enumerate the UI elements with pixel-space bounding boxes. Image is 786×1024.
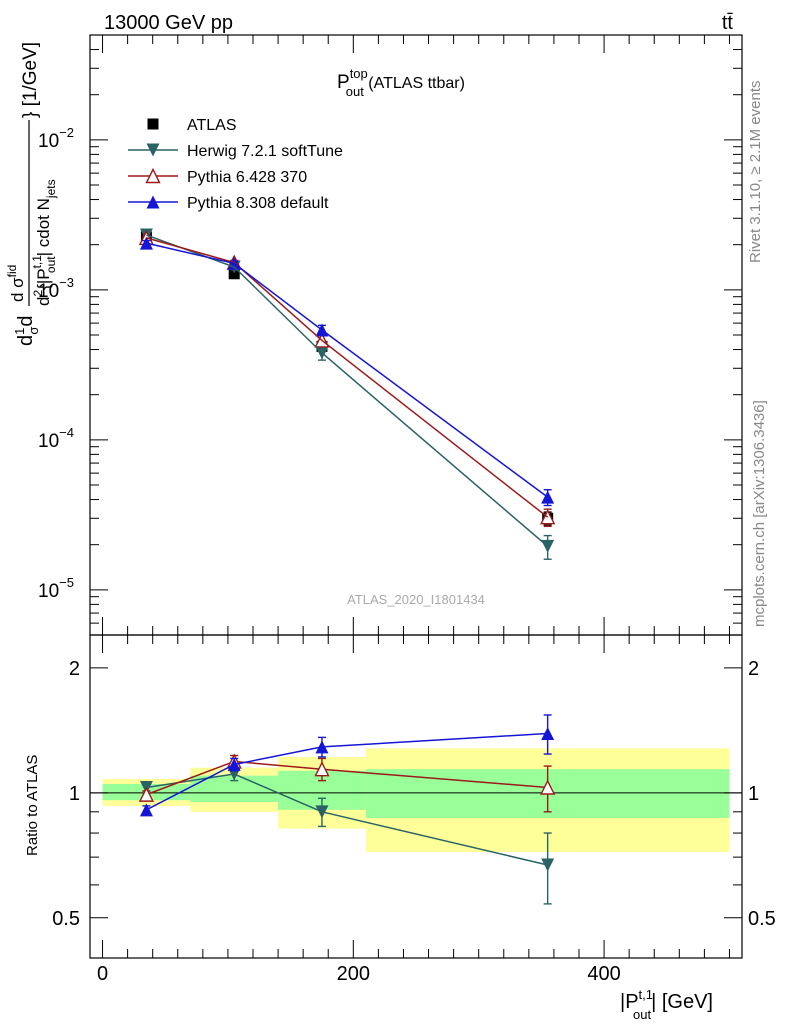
ratio-y-tick-label-right: 0.5	[748, 908, 776, 930]
ratio-y-tick-label: 1	[69, 783, 80, 805]
xlabel-sup: t,1	[639, 987, 653, 1002]
data-point	[139, 803, 153, 817]
process-label: tt̄	[722, 12, 734, 34]
mcplots-label: mcplots.cern.ch [arXiv:1306.3436]	[751, 400, 768, 627]
ratio-plot-frame	[89, 634, 743, 959]
title-sup: top	[350, 66, 368, 81]
series-line	[146, 773, 548, 866]
y-tick-label: 10−3	[38, 275, 74, 302]
legend-entry: Pythia 8.308 default	[128, 195, 329, 212]
legend-label: Herwig 7.2.1 softTune	[187, 143, 343, 160]
main-axis-ticks: 10−210−310−410−5	[38, 34, 742, 635]
series-pythia-8-308-default	[139, 714, 555, 817]
series-pythia-8-308-default	[139, 236, 555, 507]
title-sub: out	[346, 84, 364, 99]
data-point	[540, 779, 556, 795]
series-line	[146, 760, 548, 796]
y-tick-label: 10−4	[38, 425, 74, 452]
ylabel-unit: } [1/GeV]	[20, 42, 41, 118]
data-point	[541, 858, 555, 872]
series-pythia-6-428-370	[138, 229, 556, 528]
ylabel-mid: d	[15, 315, 37, 326]
legend-marker	[146, 195, 160, 209]
legend-entry: ATLAS	[147, 117, 237, 134]
ratio-y-tick-label: 2	[69, 658, 80, 680]
data-point	[315, 740, 329, 754]
ratio-y-tick-label: 0.5	[52, 908, 80, 930]
data-point	[228, 268, 240, 280]
legend-marker	[146, 143, 160, 157]
legend: ATLAS Herwig 7.2.1 softTune Pythia 6.428 3…	[128, 117, 343, 212]
series-line	[146, 237, 549, 518]
legend-entry: Herwig 7.2.1 softTune	[128, 143, 343, 160]
ylabel-frac-num: 1	[12, 328, 27, 335]
series-atlas	[140, 231, 554, 526]
series-line	[146, 732, 548, 811]
xlabel-sub: out	[633, 1007, 651, 1022]
legend-label: Pythia 8.308 default	[187, 195, 329, 212]
x-tick-label: 400	[587, 963, 620, 985]
legend-marker	[147, 118, 159, 130]
series-line	[146, 234, 549, 547]
ratio-y-tick-label-right: 2	[748, 658, 759, 680]
ratio-ylabel: Ratio to ATLAS	[24, 755, 41, 856]
y-tick-label: 10−5	[38, 575, 74, 602]
analysis-watermark: ATLAS_2020_I1801434	[347, 592, 485, 607]
data-point	[541, 726, 555, 740]
energy-label: 13000 GeV pp	[104, 12, 233, 34]
legend-entry: Pythia 6.428 370	[128, 167, 307, 186]
legend-label: ATLAS	[187, 117, 237, 134]
main-series-layer	[138, 228, 556, 560]
xlabel-post: | [GeV]	[651, 991, 713, 1013]
ratio-xlabel: |Pt,1 out| [GeV]	[620, 987, 713, 1022]
y-tick-base: 10	[38, 581, 59, 602]
data-point	[315, 805, 329, 819]
ylabel-inner-den-rest: | cdot N	[34, 198, 53, 256]
y-tick-base: 10	[38, 131, 59, 152]
y-tick-base: 10	[38, 281, 59, 302]
y-tick-exp: −3	[59, 275, 74, 290]
y-tick-exp: −2	[59, 125, 74, 140]
title-suffix: (ATLAS ttbar)	[364, 75, 465, 92]
y-tick-exp: −4	[59, 425, 74, 440]
ylabel-inner-den-rest-sub: jets	[44, 179, 58, 199]
legend-marker	[145, 167, 161, 184]
ratio-series-layer	[138, 714, 556, 905]
x-tick-label: 0	[97, 963, 108, 985]
ylabel-d2-sup: 2	[31, 290, 45, 297]
y-tick-exp: −5	[59, 575, 74, 590]
data-point	[227, 758, 241, 772]
data-point	[314, 761, 330, 777]
title-main: P	[337, 72, 350, 93]
ylabel-d2: d	[34, 297, 53, 306]
plot-title: Ptop out (ATLAS ttbar)	[337, 66, 465, 99]
svg-text:d2{|Pt,1out| cdot Njets: d2{|Pt,1out| cdot Njets	[30, 179, 58, 306]
series-line	[146, 242, 549, 498]
x-tick-label: 200	[337, 963, 370, 985]
y-tick-base: 10	[38, 431, 59, 452]
y-tick-label: 10−2	[38, 125, 74, 152]
ratio-y-tick-label-right: 1	[748, 783, 759, 805]
main-ylabel: d1σd d σfid d2{|Pt,1out| cdot Njets } [1…	[5, 42, 58, 346]
ylabel-prefix: d	[15, 335, 37, 346]
ylabel-inner-den: {|P	[34, 268, 53, 289]
ylabel-inner-num-sup: fid	[5, 265, 19, 278]
svg-text:d1σd: d1σd	[12, 315, 41, 346]
series-herwig-7-2-1-softtune	[139, 228, 555, 560]
legend-label: Pythia 6.428 370	[187, 169, 307, 186]
ratio-axis-ticks: 0.5 0.5 1 1 2 2 0 200 400	[52, 635, 776, 985]
xlabel-pre: |P	[620, 991, 639, 1013]
ylabel-frac-den: σ	[26, 327, 41, 335]
ylabel-inner-num: d σ	[8, 277, 27, 302]
svg-text:d σfid: d σfid	[5, 265, 27, 302]
ylabel-inner-den-sub: out	[44, 256, 58, 273]
data-point	[138, 786, 155, 802]
rivet-label: Rivet 3.1.10, ≥ 2.1M events	[747, 81, 764, 264]
ylabel-inner-den-sup: t,1	[30, 255, 44, 269]
ratio-uncertainty-bands	[90, 748, 742, 853]
